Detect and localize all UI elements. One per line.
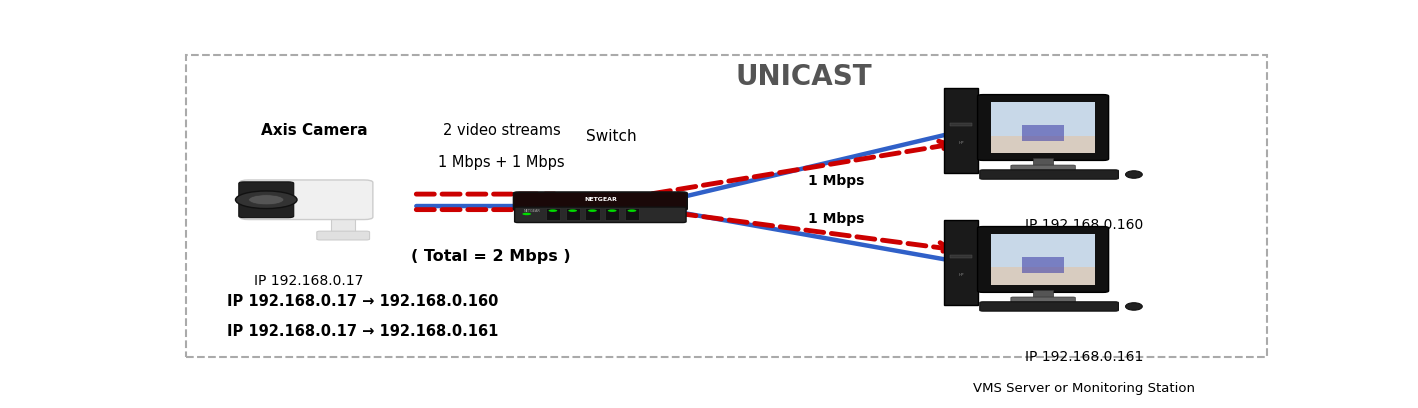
- Text: 1 Mbps: 1 Mbps: [808, 174, 865, 188]
- FancyBboxPatch shape: [625, 208, 640, 220]
- FancyBboxPatch shape: [950, 123, 973, 126]
- FancyBboxPatch shape: [1022, 257, 1064, 273]
- Circle shape: [549, 209, 557, 212]
- Text: 2 video streams: 2 video streams: [442, 123, 560, 138]
- FancyBboxPatch shape: [977, 95, 1109, 160]
- FancyBboxPatch shape: [330, 215, 356, 236]
- FancyBboxPatch shape: [944, 220, 978, 305]
- FancyBboxPatch shape: [566, 208, 580, 220]
- Text: HP: HP: [959, 273, 964, 277]
- Text: IP 192.168.0.161: IP 192.168.0.161: [1025, 350, 1143, 364]
- Text: 1 Mbps + 1 Mbps: 1 Mbps + 1 Mbps: [438, 155, 564, 170]
- Text: IP 192.168.0.17 → 192.168.0.160: IP 192.168.0.17 → 192.168.0.160: [227, 294, 498, 309]
- Text: ( Total = 2 Mbps ): ( Total = 2 Mbps ): [411, 249, 570, 264]
- Text: Switch: Switch: [586, 129, 637, 144]
- FancyBboxPatch shape: [991, 102, 1095, 135]
- Text: IP 192.168.0.17 → 192.168.0.161: IP 192.168.0.17 → 192.168.0.161: [227, 324, 498, 339]
- Text: NETGEAR: NETGEAR: [523, 209, 540, 213]
- Circle shape: [248, 195, 284, 205]
- Circle shape: [608, 209, 617, 212]
- FancyBboxPatch shape: [316, 231, 370, 240]
- Text: 1 Mbps: 1 Mbps: [808, 212, 865, 226]
- FancyBboxPatch shape: [991, 135, 1095, 153]
- FancyBboxPatch shape: [950, 255, 973, 258]
- Circle shape: [628, 209, 637, 212]
- FancyBboxPatch shape: [238, 182, 294, 217]
- FancyBboxPatch shape: [513, 192, 688, 210]
- FancyBboxPatch shape: [944, 88, 978, 173]
- Text: UNICAST: UNICAST: [736, 63, 872, 91]
- FancyBboxPatch shape: [1011, 297, 1075, 303]
- FancyBboxPatch shape: [546, 208, 560, 220]
- FancyBboxPatch shape: [586, 208, 600, 220]
- FancyBboxPatch shape: [980, 170, 1119, 179]
- Circle shape: [522, 213, 532, 215]
- FancyBboxPatch shape: [240, 180, 373, 220]
- Circle shape: [235, 191, 296, 208]
- Text: NETGEAR: NETGEAR: [584, 197, 617, 202]
- Text: VMS Server or Monitoring Station: VMS Server or Monitoring Station: [973, 382, 1195, 395]
- FancyBboxPatch shape: [980, 302, 1119, 311]
- FancyBboxPatch shape: [515, 207, 686, 222]
- Ellipse shape: [1126, 171, 1143, 178]
- Text: Axis Camera: Axis Camera: [261, 123, 367, 138]
- Text: IP 192.168.0.17: IP 192.168.0.17: [254, 275, 364, 288]
- FancyBboxPatch shape: [605, 208, 620, 220]
- FancyBboxPatch shape: [1011, 165, 1075, 171]
- Text: IP 192.168.0.160: IP 192.168.0.160: [1025, 218, 1143, 232]
- FancyBboxPatch shape: [977, 226, 1109, 293]
- FancyBboxPatch shape: [1034, 158, 1052, 166]
- FancyBboxPatch shape: [991, 234, 1095, 268]
- FancyBboxPatch shape: [991, 234, 1095, 286]
- Text: HP: HP: [959, 141, 964, 145]
- Ellipse shape: [1126, 303, 1143, 310]
- FancyBboxPatch shape: [991, 268, 1095, 286]
- Circle shape: [588, 209, 597, 212]
- FancyBboxPatch shape: [1034, 290, 1052, 298]
- Circle shape: [569, 209, 577, 212]
- FancyBboxPatch shape: [991, 102, 1095, 153]
- FancyBboxPatch shape: [1022, 125, 1064, 141]
